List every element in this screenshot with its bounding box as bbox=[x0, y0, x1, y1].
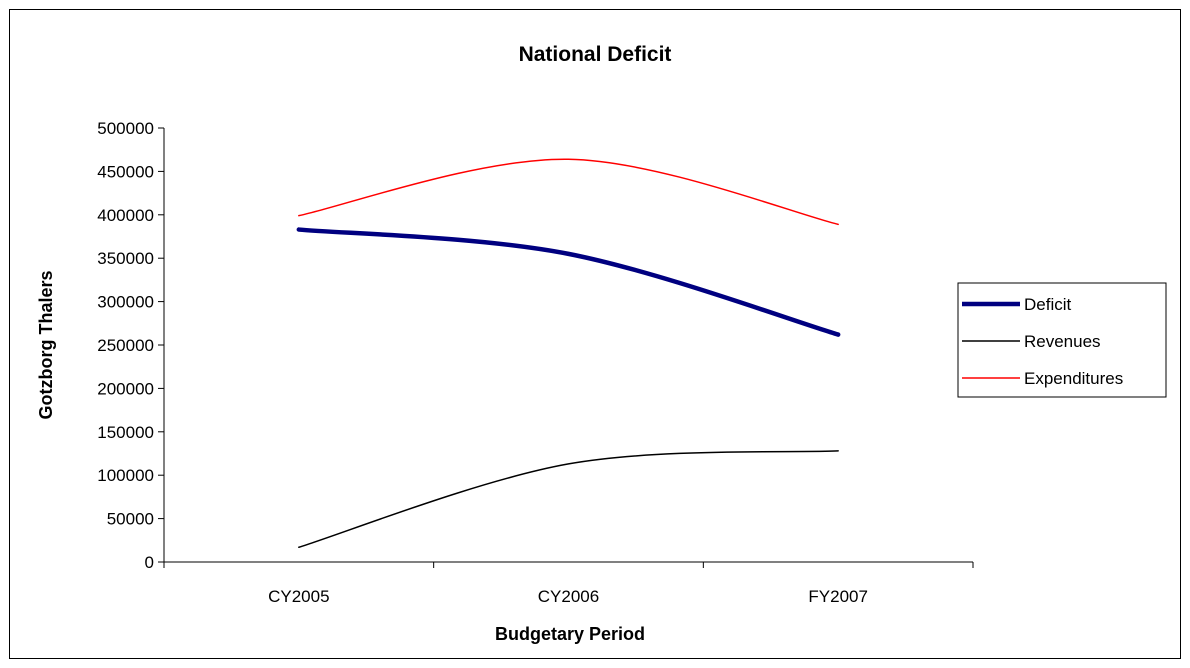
series-line-deficit bbox=[296, 227, 841, 337]
x-axis-ticks: CY2005 CY2006 FY2007 bbox=[163, 562, 974, 606]
y-axis-ticks: 0 50000 100000 150000 200000 250000 300000 3500… bbox=[97, 119, 164, 572]
axes bbox=[163, 128, 973, 563]
x-axis-title: Budgetary Period bbox=[495, 624, 645, 644]
y-tick-label: 450000 bbox=[97, 162, 154, 181]
y-tick-label: 50000 bbox=[107, 510, 154, 529]
series-line-revenues bbox=[298, 450, 839, 548]
x-tick-label: FY2007 bbox=[808, 587, 868, 606]
x-tick-label: CY2005 bbox=[268, 587, 329, 606]
y-tick-label: 400000 bbox=[97, 206, 154, 225]
y-tick-label: 250000 bbox=[97, 336, 154, 355]
x-tick-label: CY2006 bbox=[538, 587, 599, 606]
y-tick-label: 100000 bbox=[97, 466, 154, 485]
y-tick-label: 150000 bbox=[97, 423, 154, 442]
legend: Deficit Revenues Expenditures bbox=[957, 282, 1167, 398]
series-line-expenditures bbox=[298, 158, 839, 226]
y-tick-label: 0 bbox=[145, 553, 154, 572]
y-tick-label: 350000 bbox=[97, 249, 154, 268]
legend-label-expenditures: Expenditures bbox=[1024, 369, 1123, 388]
y-axis-title: Gotzborg Thalers bbox=[36, 270, 56, 419]
y-tick-label: 200000 bbox=[97, 379, 154, 398]
series-lines bbox=[296, 158, 841, 548]
chart-title: National Deficit bbox=[519, 43, 672, 66]
y-tick-label: 300000 bbox=[97, 293, 154, 312]
legend-label-deficit: Deficit bbox=[1024, 295, 1072, 314]
y-tick-label: 500000 bbox=[97, 119, 154, 138]
legend-label-revenues: Revenues bbox=[1024, 332, 1101, 351]
